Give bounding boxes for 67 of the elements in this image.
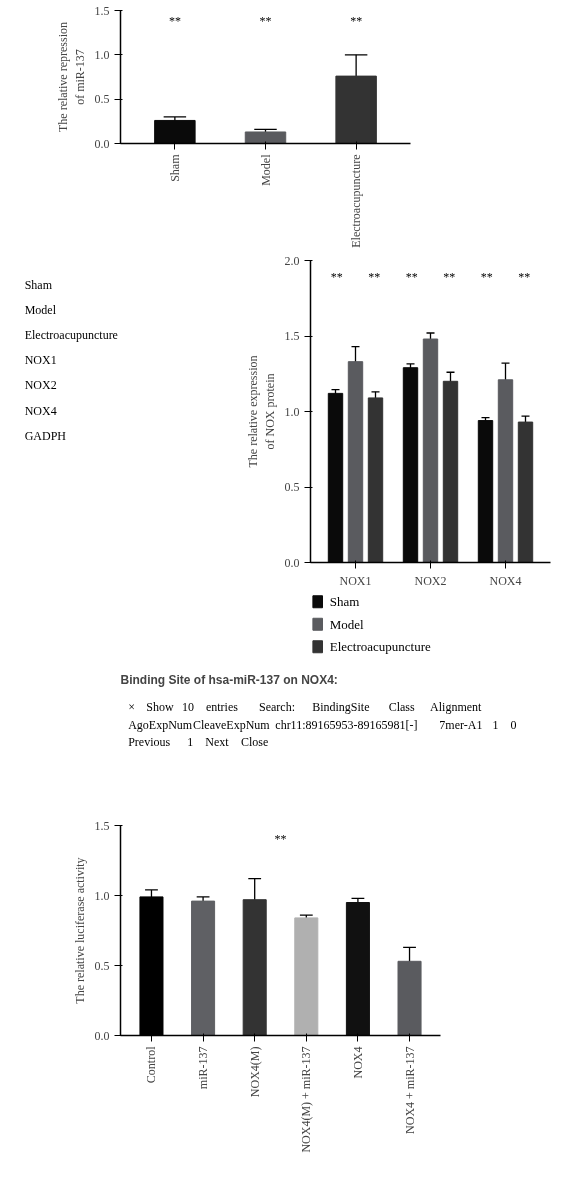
annotation: **: [480, 269, 493, 284]
y-tick-label: 0.5: [284, 480, 300, 494]
text: BindingSite: [312, 700, 370, 715]
text: NOX4: [24, 403, 57, 418]
text: Previous: [128, 735, 171, 750]
x-tick-label: NOX4: [489, 573, 522, 588]
y-tick-label: 1.0: [94, 47, 110, 62]
text: 1: [492, 717, 499, 732]
y-tick-label: 1.0: [284, 404, 300, 419]
y-axis-title: The relative expression of NOX protein: [245, 355, 277, 468]
x-tick-label: NOX1: [339, 573, 372, 588]
y-tick-label: 0.5: [94, 92, 110, 107]
x-tick-label: NOX4: [350, 1046, 365, 1079]
x-tick-label: Control: [144, 1045, 159, 1084]
text: Sham: [24, 277, 53, 292]
y-tick-label: 0.5: [94, 958, 110, 973]
text: CleaveExpNum: [192, 717, 271, 732]
x-tick-label: Model: [258, 153, 273, 186]
text: Alignment: [430, 700, 483, 715]
text: 10: [181, 700, 194, 715]
annotation: **: [405, 269, 418, 284]
y-tick-label: 1.5: [284, 329, 300, 343]
text: Show: [146, 700, 174, 715]
y-axis-title: The relative repression of miR-137: [55, 22, 87, 132]
legend-label: Model: [329, 616, 365, 632]
x-tick-label: NOX4 + miR-137: [402, 1046, 417, 1134]
annotation: **: [259, 14, 272, 29]
annotation: **: [168, 14, 181, 29]
y-tick-label: 1.5: [94, 3, 110, 18]
y-axis-title: The relative luciferase activity: [72, 857, 87, 1004]
y-tick-label: 1.5: [94, 818, 110, 833]
text: NOX2: [24, 378, 57, 393]
x-tick-label: Sham: [167, 153, 182, 182]
text: chr11:89165953-89165981[-]: [275, 717, 418, 732]
legend-label: Electroacupuncture: [329, 639, 431, 655]
x-tick-label: NOX4(M) + miR-137: [299, 1046, 314, 1153]
text: Electroacupuncture: [24, 327, 118, 342]
text: Next: [205, 735, 230, 750]
text: GADPH: [24, 428, 67, 443]
y-tick-label: 0.0: [94, 1028, 110, 1043]
annotation: **: [518, 269, 531, 284]
y-tick-label: 0.0: [94, 136, 110, 151]
text: 0: [510, 717, 517, 732]
y-tick-label: 1.0: [94, 888, 110, 903]
text: Close: [240, 735, 269, 750]
x-tick-label: miR-137: [196, 1046, 211, 1090]
text: ×: [128, 700, 135, 715]
y-tick-label: 0.0: [284, 555, 300, 570]
x-tick-label: Electroacupuncture: [349, 154, 364, 248]
text: entries: [205, 700, 239, 715]
text: Binding Site of hsa-miR-137 on NOX4:: [120, 672, 338, 687]
text: NOX1: [24, 353, 57, 368]
text: Search:: [259, 700, 296, 715]
text: Model: [24, 302, 57, 317]
y-tick-label: 2.0: [284, 253, 300, 268]
annotation: **: [330, 269, 343, 284]
annotation: **: [443, 269, 456, 284]
annotation: **: [368, 269, 381, 284]
annotation: **: [274, 831, 287, 846]
legend-label: Sham: [329, 594, 360, 610]
text: Class: [388, 700, 415, 715]
text: AgoExpNum: [128, 717, 193, 732]
x-tick-label: NOX2: [414, 573, 447, 588]
annotation: **: [350, 14, 363, 29]
text: 1: [187, 735, 194, 750]
x-tick-label: NOX4(M): [247, 1046, 262, 1098]
text: 7mer-A1: [439, 717, 483, 732]
